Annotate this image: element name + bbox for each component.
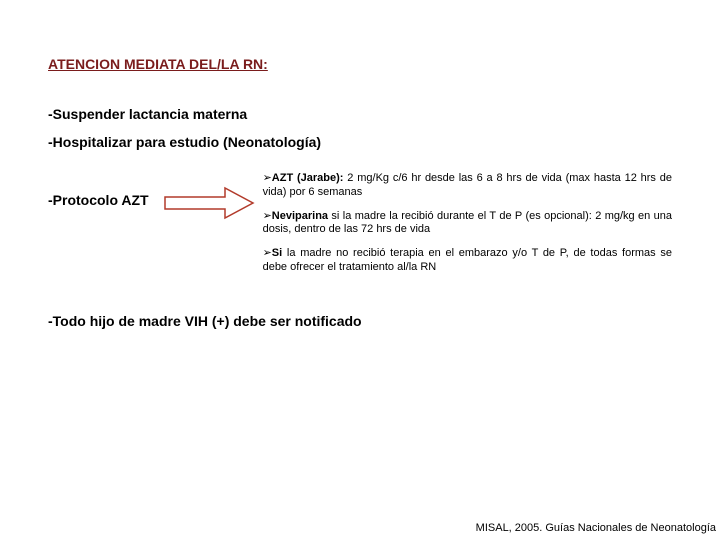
- line-notify: -Todo hijo de madre VIH (+) debe ser not…: [48, 313, 672, 329]
- bullet-si-text: la madre no recibió terapia en el embara…: [263, 247, 672, 273]
- triangle-bullet-icon: ➢: [263, 247, 272, 259]
- protocol-details: ➢AZT (Jarabe): 2 mg/Kg c/6 hr desde las …: [263, 172, 672, 285]
- slide-container: ATENCION MEDIATA DEL/LA RN: -Suspender l…: [0, 0, 720, 329]
- slide-title: ATENCION MEDIATA DEL/LA RN:: [48, 56, 672, 72]
- bullet-si: ➢Si la madre no recibió terapia en el em…: [263, 247, 672, 275]
- bullet-azt-label: AZT (Jarabe):: [272, 172, 344, 184]
- triangle-bullet-icon: ➢: [263, 210, 272, 222]
- protocol-row: -Protocolo AZT ➢AZT (Jarabe): 2 mg/Kg c/…: [48, 172, 672, 285]
- protocol-label: -Protocolo AZT: [48, 172, 149, 208]
- arrow-icon: [149, 172, 263, 225]
- bullet-nev-label: Neviparina: [272, 210, 328, 222]
- citation-text: MISAL, 2005. Guías Nacionales de Neonato…: [476, 522, 716, 534]
- triangle-bullet-icon: ➢: [263, 172, 272, 184]
- line-suspend: -Suspender lactancia materna: [48, 106, 672, 122]
- bullet-neviparina: ➢Neviparina si la madre la recibió duran…: [263, 210, 672, 238]
- line-hospitalize: -Hospitalizar para estudio (Neonatología…: [48, 134, 672, 150]
- bullet-si-label: Si: [272, 247, 282, 259]
- bullet-azt: ➢AZT (Jarabe): 2 mg/Kg c/6 hr desde las …: [263, 172, 672, 200]
